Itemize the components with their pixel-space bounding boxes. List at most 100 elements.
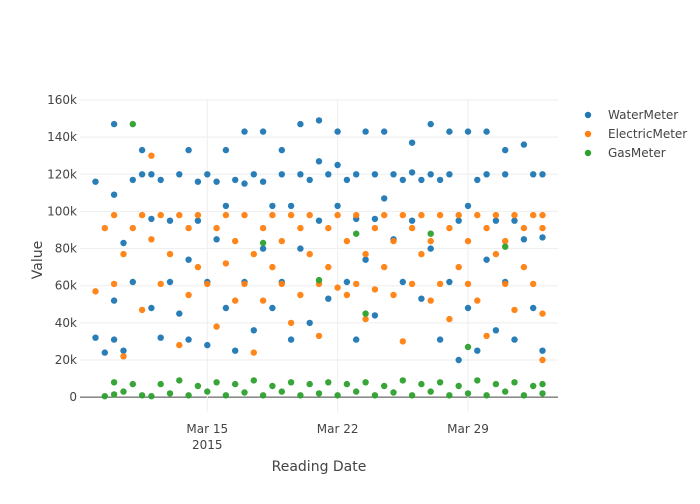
data-point[interactable]	[530, 304, 537, 312]
data-point[interactable]	[427, 297, 434, 304]
data-point[interactable]	[110, 191, 118, 198]
data-point[interactable]	[185, 291, 192, 299]
legend-item-electricmeter[interactable]: ElectricMeter	[584, 127, 687, 141]
data-point[interactable]	[278, 388, 285, 395]
data-point[interactable]	[110, 336, 118, 343]
data-point[interactable]	[362, 256, 369, 263]
data-point[interactable]	[418, 176, 425, 184]
data-point[interactable]	[101, 349, 109, 356]
data-point[interactable]	[287, 202, 295, 210]
data-point[interactable]	[474, 211, 481, 219]
data-point[interactable]	[390, 237, 397, 245]
data-point[interactable]	[138, 211, 146, 219]
data-point[interactable]	[325, 263, 332, 271]
data-point[interactable]	[129, 278, 136, 286]
data-point[interactable]	[483, 171, 490, 178]
data-point[interactable]	[166, 390, 174, 397]
data-point[interactable]	[539, 310, 546, 317]
data-point[interactable]	[492, 250, 500, 258]
data-point[interactable]	[129, 224, 136, 232]
data-point[interactable]	[259, 245, 267, 252]
data-point[interactable]	[408, 217, 416, 224]
data-point[interactable]	[455, 211, 462, 219]
data-point[interactable]	[446, 224, 453, 232]
data-point[interactable]	[315, 276, 323, 284]
data-point[interactable]	[120, 353, 127, 360]
data-point[interactable]	[176, 171, 183, 178]
data-point[interactable]	[204, 171, 211, 178]
data-point[interactable]	[222, 392, 230, 399]
data-point[interactable]	[371, 312, 379, 319]
data-point[interactable]	[530, 211, 537, 219]
data-point[interactable]	[343, 278, 351, 286]
data-point[interactable]	[259, 224, 267, 232]
data-point[interactable]	[120, 347, 127, 354]
data-point[interactable]	[381, 195, 388, 202]
data-point[interactable]	[418, 211, 425, 219]
data-point[interactable]	[418, 380, 425, 388]
data-point[interactable]	[381, 382, 388, 390]
data-point[interactable]	[408, 392, 416, 399]
data-point[interactable]	[194, 382, 202, 390]
data-point[interactable]	[446, 171, 453, 178]
data-point[interactable]	[399, 278, 406, 286]
data-point[interactable]	[362, 128, 369, 135]
data-point[interactable]	[120, 388, 127, 395]
data-point[interactable]	[511, 306, 518, 314]
data-point[interactable]	[427, 237, 434, 245]
data-point[interactable]	[194, 217, 202, 224]
data-point[interactable]	[278, 171, 285, 178]
data-point[interactable]	[204, 280, 211, 288]
data-point[interactable]	[278, 146, 285, 154]
data-point[interactable]	[353, 280, 360, 288]
data-point[interactable]	[204, 341, 211, 349]
data-point[interactable]	[194, 263, 202, 271]
data-point[interactable]	[492, 217, 500, 224]
data-point[interactable]	[371, 392, 379, 399]
data-point[interactable]	[502, 280, 509, 288]
data-point[interactable]	[129, 380, 136, 388]
data-point[interactable]	[269, 211, 276, 219]
data-point[interactable]	[474, 176, 481, 184]
data-point[interactable]	[148, 236, 155, 243]
data-point[interactable]	[502, 171, 509, 178]
data-point[interactable]	[446, 315, 453, 323]
data-point[interactable]	[259, 239, 267, 247]
data-point[interactable]	[539, 224, 546, 232]
data-point[interactable]	[325, 295, 332, 302]
data-point[interactable]	[232, 380, 239, 388]
data-point[interactable]	[204, 388, 211, 395]
data-point[interactable]	[138, 392, 146, 399]
data-point[interactable]	[539, 347, 546, 354]
data-point[interactable]	[241, 280, 248, 288]
data-point[interactable]	[427, 171, 434, 178]
data-point[interactable]	[148, 304, 155, 312]
data-point[interactable]	[399, 338, 406, 345]
data-point[interactable]	[362, 315, 369, 323]
data-point[interactable]	[483, 256, 490, 263]
data-point[interactable]	[213, 323, 220, 330]
data-point[interactable]	[250, 250, 257, 258]
data-point[interactable]	[483, 392, 490, 399]
data-point[interactable]	[502, 388, 509, 395]
data-point[interactable]	[315, 117, 323, 124]
data-point[interactable]	[148, 393, 155, 400]
data-point[interactable]	[157, 280, 164, 288]
data-point[interactable]	[520, 236, 528, 243]
data-point[interactable]	[250, 327, 257, 334]
data-point[interactable]	[269, 263, 276, 271]
data-point[interactable]	[464, 390, 472, 397]
data-point[interactable]	[520, 392, 528, 399]
data-point[interactable]	[520, 263, 528, 271]
data-point[interactable]	[539, 234, 546, 241]
data-point[interactable]	[399, 377, 406, 384]
data-point[interactable]	[464, 343, 472, 351]
data-point[interactable]	[334, 392, 341, 399]
data-point[interactable]	[92, 288, 99, 295]
data-point[interactable]	[325, 379, 332, 386]
data-point[interactable]	[138, 171, 146, 178]
data-point[interactable]	[120, 239, 127, 247]
data-point[interactable]	[455, 356, 462, 364]
data-point[interactable]	[306, 380, 313, 388]
data-point[interactable]	[539, 171, 546, 178]
